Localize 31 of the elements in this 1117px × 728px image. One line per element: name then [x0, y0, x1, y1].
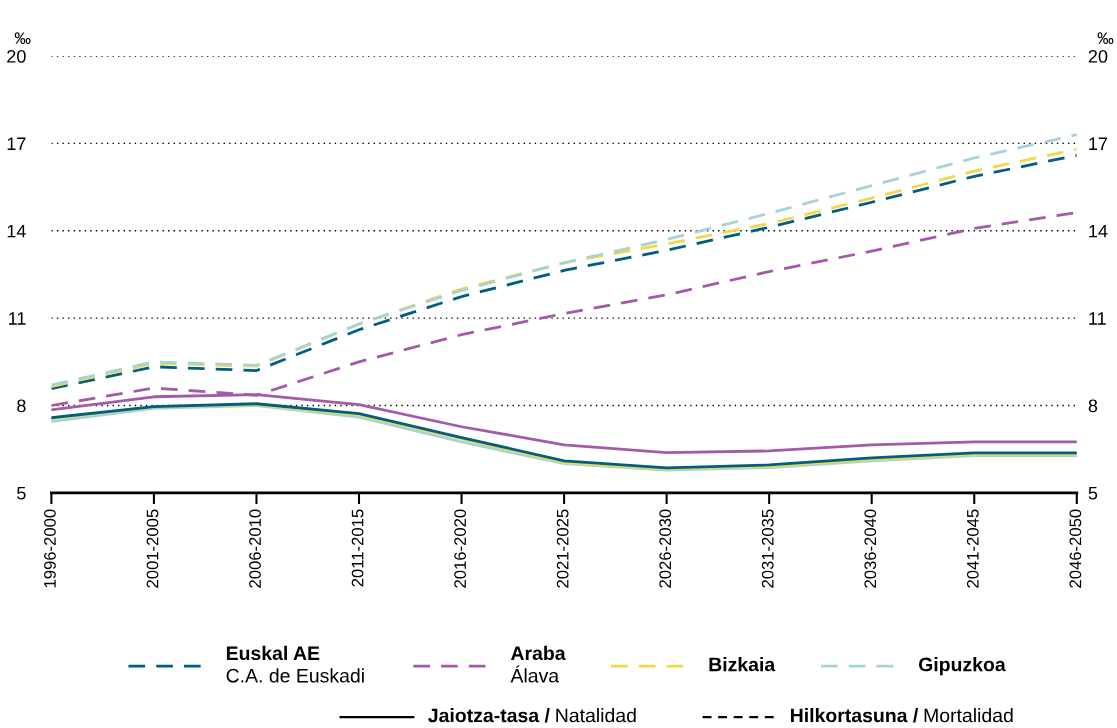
text: Jaiotza-tasa / Natalidad — [428, 708, 636, 723]
y2-tick-label: 20 — [1088, 49, 1108, 63]
legend-label: Bizkaia — [709, 657, 776, 672]
x-tick-label: 1996-2000 — [44, 509, 56, 588]
x-tick-label: 2026-2030 — [659, 509, 672, 588]
y-tick-label: 14 — [7, 224, 26, 238]
y-tick-label: 5 — [17, 486, 26, 500]
x-tick-label: 2046-2050 — [1069, 509, 1082, 588]
legend-label: Araba Álava — [510, 645, 566, 683]
legend-label: Gipuzkoa — [918, 657, 1006, 676]
y-tick-label: 8 — [17, 399, 26, 413]
y-tick-label: 11 — [9, 312, 26, 325]
x-tick-label: 2021-2025 — [556, 509, 569, 588]
x-tick-label: 2011-2015 — [351, 509, 364, 587]
y2-tick-label: 5 — [1088, 486, 1098, 500]
x-tick-label: 2036-2040 — [864, 509, 877, 588]
x-tick-label: 2041-2045 — [966, 509, 979, 588]
y2-tick-label: 17 — [1089, 137, 1108, 150]
y2-tick-label: 8 — [1088, 399, 1098, 413]
x-tick-label: 2016-2020 — [454, 509, 467, 588]
x-tick-label: 2001-2005 — [146, 509, 159, 588]
x-tick-label: 2006-2010 — [249, 509, 261, 588]
y2-tick-label: 14 — [1089, 224, 1108, 238]
y-tick-label: 20 — [7, 49, 26, 63]
y2-tick-label: 11 — [1089, 312, 1106, 325]
y2-axis-title: ‰ — [1097, 32, 1114, 44]
text: Hilkortasuna / Mortalidad — [791, 708, 1013, 723]
x-tick-label: 2031-2035 — [761, 509, 774, 588]
y-axis-title: ‰ — [14, 32, 31, 44]
legend-label: Euskal AE C.A. de Euskadi — [226, 645, 364, 683]
y-tick-label: 17 — [7, 137, 26, 150]
